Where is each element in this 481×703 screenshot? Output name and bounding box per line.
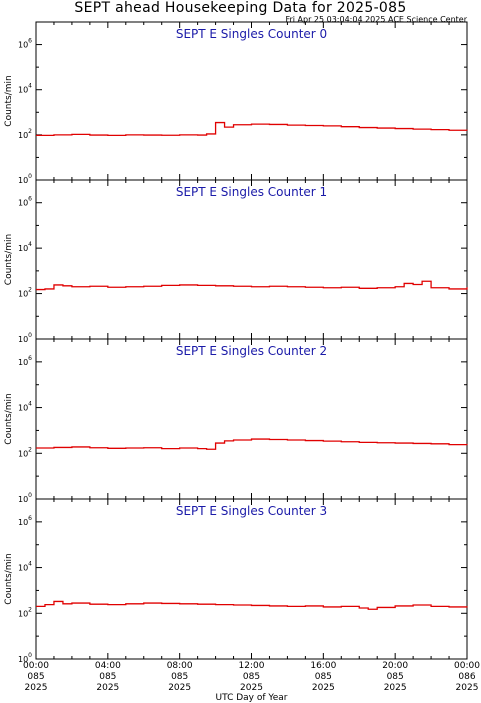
y-tick-label: 100 [18, 492, 32, 504]
y-tick-label: 106 [18, 196, 32, 208]
y-tick-label: 106 [18, 515, 32, 527]
y-tick-label: 100 [18, 652, 32, 664]
x-tick-doy: 085 [387, 672, 404, 682]
panel-3: 100 102 104 106 Counts/min SEPT E Singles Cou… [4, 498, 468, 664]
y-axis-label: Counts/min [4, 75, 14, 126]
x-tick-doy: 085 [243, 672, 260, 682]
generation-timestamp: Fri Apr 25 03:04:04 2025 ACE Science Cen… [285, 15, 467, 24]
panel-title: SEPT E Singles Counter 0 [176, 27, 327, 41]
x-tick-doy: 085 [27, 672, 44, 682]
panel-frame [35, 179, 468, 340]
y-tick-label: 104 [18, 83, 32, 95]
counter-trace [36, 121, 468, 137]
x-tick-time: 04:00 [95, 661, 121, 671]
y-tick-label: 102 [18, 287, 32, 299]
y-tick-label: 106 [18, 355, 32, 367]
x-tick-time: 08:00 [167, 661, 193, 671]
panel-0: 100 102 104 106 Counts/min SEPT E Singles Cou… [4, 21, 468, 185]
x-tick-year: 2025 [240, 683, 263, 693]
panel-frame [35, 338, 468, 500]
counter-trace [36, 280, 468, 291]
x-tick-year: 2025 [168, 683, 191, 693]
counter-trace [36, 600, 468, 610]
x-tick-time: 00:00 [23, 661, 49, 671]
x-tick-doy: 085 [99, 672, 116, 682]
y-tick-label: 100 [18, 173, 32, 185]
panel-2: 100 102 104 106 Counts/min SEPT E Singles Cou… [4, 338, 468, 504]
y-tick-label: 104 [18, 401, 32, 413]
x-tick-year: 2025 [384, 683, 407, 693]
x-tick-doy: 086 [458, 672, 475, 682]
y-tick-label: 102 [18, 128, 32, 140]
x-tick-time: 16:00 [310, 661, 336, 671]
panel-title: SEPT E Singles Counter 1 [176, 185, 327, 199]
x-tick-time: 12:00 [239, 661, 265, 671]
y-tick-label: 102 [18, 446, 32, 458]
x-tick-doy: 085 [315, 672, 332, 682]
x-tick-year: 2025 [312, 683, 335, 693]
panel-frame [35, 498, 468, 660]
y-tick-label: 104 [18, 241, 32, 253]
panel-1: 100 102 104 106 Counts/min SEPT E Singles Cou… [4, 179, 468, 344]
y-axis-label: Counts/min [4, 553, 14, 604]
x-tick-time: 00:00 [454, 661, 480, 671]
x-tick-time: 20:00 [382, 661, 408, 671]
counter-trace [36, 438, 468, 450]
x-axis-label: UTC Day of Year [216, 693, 288, 703]
y-axis-label: Counts/min [4, 234, 14, 285]
chart-title: SEPT ahead Housekeeping Data for 2025-08… [74, 0, 407, 16]
y-tick-label: 102 [18, 606, 32, 618]
x-tick-year: 2025 [25, 683, 48, 693]
y-tick-label: 106 [18, 38, 32, 50]
y-tick-label: 100 [18, 332, 32, 344]
panel-frame [35, 21, 468, 181]
panel-title: SEPT E Singles Counter 3 [176, 504, 327, 518]
x-tick-year: 2025 [456, 683, 479, 693]
y-axis-label: Counts/min [4, 393, 14, 444]
x-tick-year: 2025 [96, 683, 119, 693]
x-tick-doy: 085 [171, 672, 188, 682]
panel-title: SEPT E Singles Counter 2 [176, 344, 327, 358]
y-tick-label: 104 [18, 561, 32, 573]
